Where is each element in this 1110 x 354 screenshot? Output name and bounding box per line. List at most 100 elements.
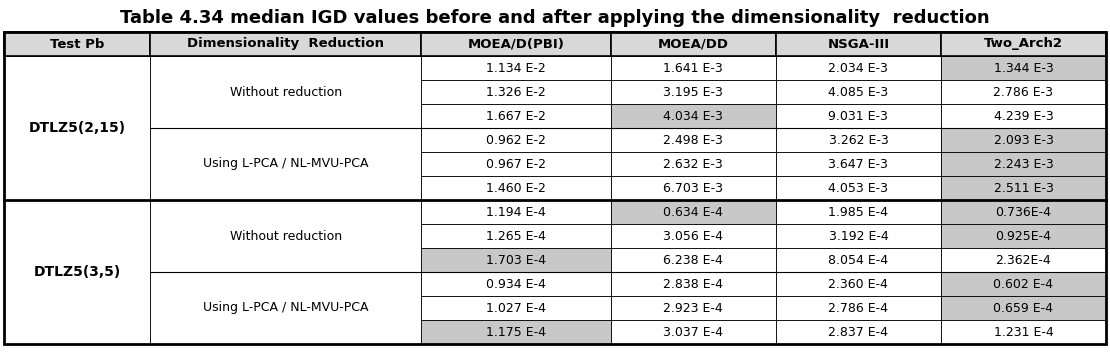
Bar bbox=[941, 152, 1106, 176]
Bar bbox=[941, 32, 1106, 56]
Text: 2.511 E-3: 2.511 E-3 bbox=[993, 182, 1053, 194]
Text: 2.498 E-3: 2.498 E-3 bbox=[664, 133, 724, 147]
Text: 0.934 E-4: 0.934 E-4 bbox=[486, 278, 546, 291]
Bar bbox=[941, 128, 1106, 152]
Bar bbox=[421, 128, 610, 152]
Text: 2.034 E-3: 2.034 E-3 bbox=[828, 62, 888, 74]
Text: 0.602 E-4: 0.602 E-4 bbox=[993, 278, 1053, 291]
Bar bbox=[941, 104, 1106, 128]
Bar bbox=[421, 248, 610, 272]
Text: 3.195 E-3: 3.195 E-3 bbox=[664, 86, 724, 98]
Bar bbox=[151, 272, 421, 344]
Text: 3.056 E-4: 3.056 E-4 bbox=[664, 229, 724, 242]
Bar bbox=[610, 296, 776, 320]
Bar bbox=[421, 32, 610, 56]
Bar bbox=[776, 104, 941, 128]
Text: Using L-PCA / NL-MVU-PCA: Using L-PCA / NL-MVU-PCA bbox=[203, 158, 369, 171]
Text: 2.360 E-4: 2.360 E-4 bbox=[828, 278, 888, 291]
Bar bbox=[421, 200, 610, 224]
Text: 9.031 E-3: 9.031 E-3 bbox=[828, 109, 888, 122]
Bar bbox=[151, 32, 421, 56]
Bar bbox=[421, 152, 610, 176]
Text: 3.647 E-3: 3.647 E-3 bbox=[828, 158, 888, 171]
Bar bbox=[941, 248, 1106, 272]
Text: 1.265 E-4: 1.265 E-4 bbox=[486, 229, 546, 242]
Text: 2.923 E-4: 2.923 E-4 bbox=[664, 302, 724, 314]
Bar bbox=[941, 32, 1106, 56]
Bar bbox=[610, 152, 776, 176]
Text: 1.460 E-2: 1.460 E-2 bbox=[486, 182, 546, 194]
Bar bbox=[776, 128, 941, 152]
Text: 0.925E-4: 0.925E-4 bbox=[996, 229, 1051, 242]
Text: 2.786 E-4: 2.786 E-4 bbox=[828, 302, 888, 314]
Text: 4.053 E-3: 4.053 E-3 bbox=[828, 182, 888, 194]
Text: 3.262 E-3: 3.262 E-3 bbox=[828, 133, 888, 147]
Bar bbox=[151, 128, 421, 200]
Text: MOEA/D(PBI): MOEA/D(PBI) bbox=[467, 38, 564, 51]
Text: Without reduction: Without reduction bbox=[230, 229, 342, 242]
Text: Table 4.34 median IGD values before and after applying the dimensionality  reduc: Table 4.34 median IGD values before and … bbox=[120, 9, 990, 27]
Bar bbox=[610, 80, 776, 104]
Bar bbox=[776, 224, 941, 248]
Text: 0.659 E-4: 0.659 E-4 bbox=[993, 302, 1053, 314]
Text: 6.703 E-3: 6.703 E-3 bbox=[664, 182, 724, 194]
Bar bbox=[610, 200, 776, 224]
Text: NSGA-III: NSGA-III bbox=[827, 38, 889, 51]
Bar bbox=[776, 248, 941, 272]
Text: 3.192 E-4: 3.192 E-4 bbox=[828, 229, 888, 242]
Bar bbox=[610, 32, 776, 56]
Text: 2.632 E-3: 2.632 E-3 bbox=[664, 158, 724, 171]
Bar bbox=[610, 320, 776, 344]
Text: 1.194 E-4: 1.194 E-4 bbox=[486, 206, 546, 218]
Text: 4.239 E-3: 4.239 E-3 bbox=[993, 109, 1053, 122]
Bar bbox=[776, 32, 941, 56]
Text: Two_Arch2: Two_Arch2 bbox=[983, 38, 1063, 51]
Text: Dimensionality  Reduction: Dimensionality Reduction bbox=[188, 38, 384, 51]
Bar bbox=[776, 272, 941, 296]
Bar bbox=[421, 272, 610, 296]
Text: DTLZ5(3,5): DTLZ5(3,5) bbox=[33, 265, 121, 279]
Bar bbox=[941, 200, 1106, 224]
Text: Two_Arch2: Two_Arch2 bbox=[983, 38, 1063, 51]
Bar bbox=[941, 224, 1106, 248]
Bar bbox=[421, 80, 610, 104]
Bar bbox=[151, 200, 421, 272]
Text: 8.054 E-4: 8.054 E-4 bbox=[828, 253, 888, 267]
Bar bbox=[776, 152, 941, 176]
Text: 1.641 E-3: 1.641 E-3 bbox=[664, 62, 724, 74]
Bar bbox=[421, 32, 610, 56]
Bar bbox=[421, 224, 610, 248]
Bar bbox=[776, 32, 941, 56]
Bar bbox=[151, 32, 421, 56]
Bar bbox=[941, 80, 1106, 104]
Bar bbox=[421, 176, 610, 200]
Bar bbox=[4, 32, 151, 56]
Text: Test Pb: Test Pb bbox=[50, 38, 104, 51]
Bar bbox=[421, 320, 610, 344]
Bar bbox=[776, 200, 941, 224]
Bar bbox=[610, 176, 776, 200]
Text: Dimensionality  Reduction: Dimensionality Reduction bbox=[188, 38, 384, 51]
Bar bbox=[776, 320, 941, 344]
Text: 2.093 E-3: 2.093 E-3 bbox=[993, 133, 1053, 147]
Bar bbox=[941, 272, 1106, 296]
Text: NSGA-III: NSGA-III bbox=[827, 38, 889, 51]
Text: 2.786 E-3: 2.786 E-3 bbox=[993, 86, 1053, 98]
Bar bbox=[610, 224, 776, 248]
Text: 1.134 E-2: 1.134 E-2 bbox=[486, 62, 546, 74]
Text: 0.736E-4: 0.736E-4 bbox=[996, 206, 1051, 218]
Bar bbox=[610, 272, 776, 296]
Bar bbox=[941, 56, 1106, 80]
Text: 2.838 E-4: 2.838 E-4 bbox=[664, 278, 724, 291]
Text: 1.326 E-2: 1.326 E-2 bbox=[486, 86, 546, 98]
Text: Using L-PCA / NL-MVU-PCA: Using L-PCA / NL-MVU-PCA bbox=[203, 302, 369, 314]
Bar bbox=[941, 320, 1106, 344]
Bar bbox=[4, 32, 1106, 344]
Text: 0.634 E-4: 0.634 E-4 bbox=[664, 206, 724, 218]
Text: 2.837 E-4: 2.837 E-4 bbox=[828, 325, 888, 338]
Bar bbox=[941, 176, 1106, 200]
Bar bbox=[610, 128, 776, 152]
Bar bbox=[421, 296, 610, 320]
Text: 2.362E-4: 2.362E-4 bbox=[996, 253, 1051, 267]
Bar bbox=[610, 56, 776, 80]
